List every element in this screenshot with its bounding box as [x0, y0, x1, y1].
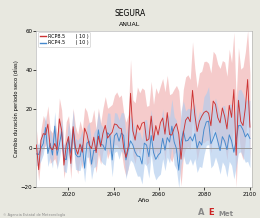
Text: A: A: [198, 208, 204, 217]
Text: © Agencia Estatal de Meteorología: © Agencia Estatal de Meteorología: [3, 213, 65, 217]
Text: ANUAL: ANUAL: [119, 22, 141, 27]
Y-axis label: Cambio duración periodo seco (días): Cambio duración periodo seco (días): [14, 61, 19, 157]
Legend: RCP8.5       ( 10 ), RCP4.5       ( 10 ): RCP8.5 ( 10 ), RCP4.5 ( 10 ): [38, 32, 90, 47]
Text: E: E: [208, 208, 214, 217]
X-axis label: Año: Año: [138, 198, 150, 203]
Text: SEGURA: SEGURA: [114, 9, 146, 18]
Text: Met: Met: [218, 211, 233, 217]
